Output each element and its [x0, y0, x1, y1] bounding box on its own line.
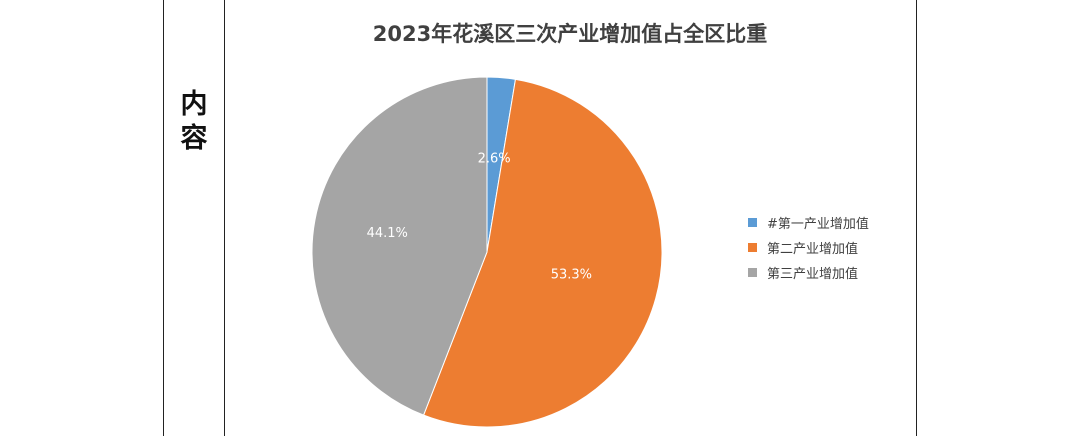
- legend-swatch: [748, 218, 757, 227]
- row-header-char: 容: [180, 123, 208, 154]
- row-header: 内 容: [172, 88, 216, 156]
- row-header-char: 内: [180, 89, 208, 120]
- legend-item: 第三产业增加值: [748, 260, 869, 285]
- legend-item: 第二产业增加值: [748, 235, 869, 260]
- pie-slice-label: 44.1%: [367, 226, 408, 241]
- legend-label: 第二产业增加值: [767, 242, 859, 257]
- chart-legend: #第一产业增加值 第二产业增加值 第三产业增加值: [748, 210, 869, 285]
- pie-slice-label: 53.3%: [551, 268, 592, 283]
- chart-title: 2023年花溪区三次产业增加值占全区比重: [372, 22, 768, 46]
- legend-item: #第一产业增加值: [748, 210, 869, 235]
- pie-slice: [422, 78, 663, 428]
- table-border-right: [916, 0, 917, 436]
- pie-slice-label: 2.6%: [478, 151, 511, 166]
- legend-label: #第一产业增加值: [767, 217, 869, 232]
- pie-slices: [311, 76, 663, 428]
- legend-label: 第三产业增加值: [767, 267, 859, 282]
- pie-slice-labels: 2.6% 53.3% 44.1%: [367, 151, 592, 282]
- table-border-middle: [224, 0, 225, 436]
- table-border-left: [163, 0, 164, 436]
- pie-slice: [311, 76, 488, 416]
- legend-swatch: [748, 243, 757, 252]
- legend-swatch: [748, 268, 757, 277]
